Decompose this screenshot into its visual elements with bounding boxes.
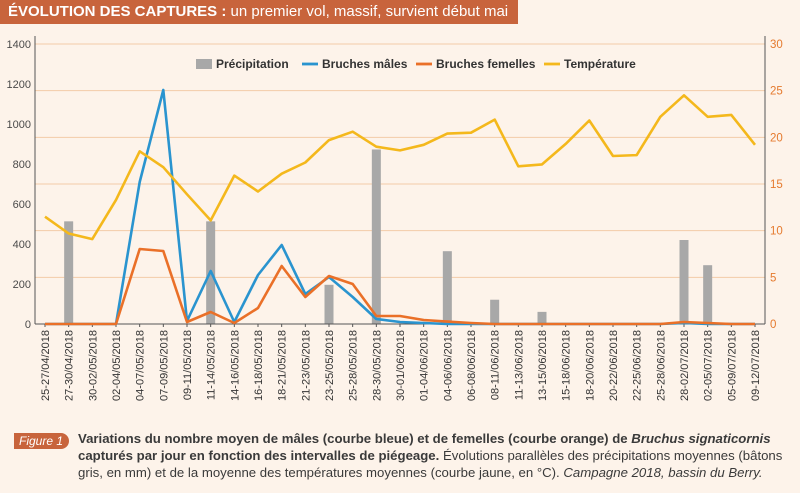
precipitation-bar xyxy=(537,311,547,324)
caption-italic-end: Campagne 2018, bassin du Berry. xyxy=(559,465,763,480)
precipitation-bar xyxy=(679,240,689,324)
x-tick-label: 27-30/04/2018 xyxy=(64,330,76,401)
left-axis-ticks: 0 200 400 600 800 1000 1200 1400 xyxy=(7,39,31,331)
precipitation-bar xyxy=(64,221,74,324)
x-tick-label: 01-04/06/2018 xyxy=(419,330,431,401)
chart-legend: Précipitation Bruches mâles Bruches femell… xyxy=(196,57,636,71)
x-tick-label: 04-06/06/2018 xyxy=(442,330,454,401)
x-tick-label: 02-04/05/2018 xyxy=(111,330,123,401)
left-tick-label: 1400 xyxy=(7,39,31,51)
chart-heading-rest: un premier vol, massif, survient début m… xyxy=(226,3,509,20)
legend-label: Bruches mâles xyxy=(322,57,408,71)
x-tick-label: 18-20/06/2018 xyxy=(584,330,596,401)
caption-species: Bruchus signaticornis xyxy=(631,431,771,446)
right-tick-label: 10 xyxy=(770,226,783,238)
x-tick-label: 06-08/06/2018 xyxy=(466,330,478,401)
x-tick-label: 07-09/05/2018 xyxy=(158,330,170,401)
precipitation-bar xyxy=(703,265,713,324)
x-tick-label: 09-12/07/2018 xyxy=(750,330,762,401)
precipitation-bar xyxy=(442,251,452,324)
right-tick-label: 15 xyxy=(770,179,783,191)
right-tick-label: 0 xyxy=(770,319,776,331)
left-tick-label: 400 xyxy=(13,239,31,251)
right-tick-label: 20 xyxy=(770,132,783,144)
x-tick-label: 25-27/04/2018 xyxy=(40,330,52,401)
x-tick-label: 20-22/06/2018 xyxy=(608,330,620,401)
left-tick-label: 200 xyxy=(13,279,31,291)
legend-label: Bruches femelles xyxy=(436,57,536,71)
x-tick-label: 16-18/05/2018 xyxy=(253,330,265,401)
left-tick-label: 1200 xyxy=(7,79,31,91)
right-tick-label: 5 xyxy=(770,272,776,284)
precipitation-bars xyxy=(64,149,713,324)
caption-normal: Évolutions parallèles des précipitations… xyxy=(78,448,783,480)
left-tick-label: 1000 xyxy=(7,119,31,131)
x-tick-label: 14-16/05/2018 xyxy=(229,330,241,401)
x-tick-label: 05-09/07/2018 xyxy=(726,330,738,401)
x-axis-ticks: 25-27/04/2018 27-30/04/2018 30-02/05/2018 0… xyxy=(40,324,762,401)
chart-figure: 0 200 400 600 800 1000 1200 1400 0 5 10 15 20 25 30 2… xyxy=(7,36,783,401)
axes xyxy=(34,36,766,325)
x-tick-label: 30-02/05/2018 xyxy=(87,330,99,401)
x-tick-label: 25-28/06/2018 xyxy=(655,330,667,401)
chart-heading: ÉVOLUTION DES CAPTURES : un premier vol,… xyxy=(0,0,519,24)
figure-label: Figure 1 xyxy=(14,433,70,449)
series-line xyxy=(44,94,757,241)
series-line xyxy=(45,247,755,326)
legend-label: Température xyxy=(564,57,636,71)
caption-text: Variations du nombre moyen de mâles (cou… xyxy=(78,430,788,481)
series-lines xyxy=(44,88,757,326)
right-axis-ticks: 0 5 10 15 20 25 30 xyxy=(770,39,783,331)
right-tick-label: 25 xyxy=(770,86,783,98)
series-line xyxy=(45,88,755,326)
precipitation-bar xyxy=(371,149,381,324)
precipitation-bar xyxy=(324,284,334,324)
caption-bold-2: capturés par jour en fonction des interv… xyxy=(78,448,440,463)
x-tick-label: 28-30/05/2018 xyxy=(371,330,383,401)
gridlines xyxy=(35,43,765,278)
x-tick-label: 18-21/05/2018 xyxy=(277,330,289,401)
chart-heading-bold: ÉVOLUTION DES CAPTURES : xyxy=(8,3,227,20)
figure-caption: Figure 1 Variations du nombre moyen de m… xyxy=(0,428,800,493)
x-tick-label: 11-13/06/2018 xyxy=(513,330,525,400)
left-tick-label: 800 xyxy=(13,159,31,171)
legend-swatch xyxy=(196,59,212,69)
precipitation-bar xyxy=(490,299,500,324)
x-tick-label: 22-25/06/2018 xyxy=(632,330,644,401)
left-tick-label: 0 xyxy=(25,319,31,331)
x-tick-label: 04-07/05/2018 xyxy=(135,330,147,401)
legend-label: Précipitation xyxy=(216,57,289,71)
x-tick-label: 23-25/05/2018 xyxy=(324,330,336,401)
x-tick-label: 30-01/06/2018 xyxy=(395,330,407,401)
left-tick-label: 600 xyxy=(13,199,31,211)
x-tick-label: 02-05/07/2018 xyxy=(703,330,715,401)
x-tick-label: 13-15/06/2018 xyxy=(537,330,549,401)
x-tick-label: 25-28/05/2018 xyxy=(348,330,360,401)
x-tick-label: 28-02/07/2018 xyxy=(679,330,691,401)
x-tick-label: 08-11/06/2018 xyxy=(490,330,502,400)
x-tick-label: 09-11/05/2018 xyxy=(182,330,194,400)
right-tick-label: 30 xyxy=(770,39,783,51)
x-tick-label: 11-14/05/2018 xyxy=(206,330,218,400)
caption-bold-1: Variations du nombre moyen de mâles (cou… xyxy=(78,431,632,446)
x-tick-label: 15-18/06/2018 xyxy=(561,330,573,401)
x-tick-label: 21-23/05/2018 xyxy=(300,330,312,401)
